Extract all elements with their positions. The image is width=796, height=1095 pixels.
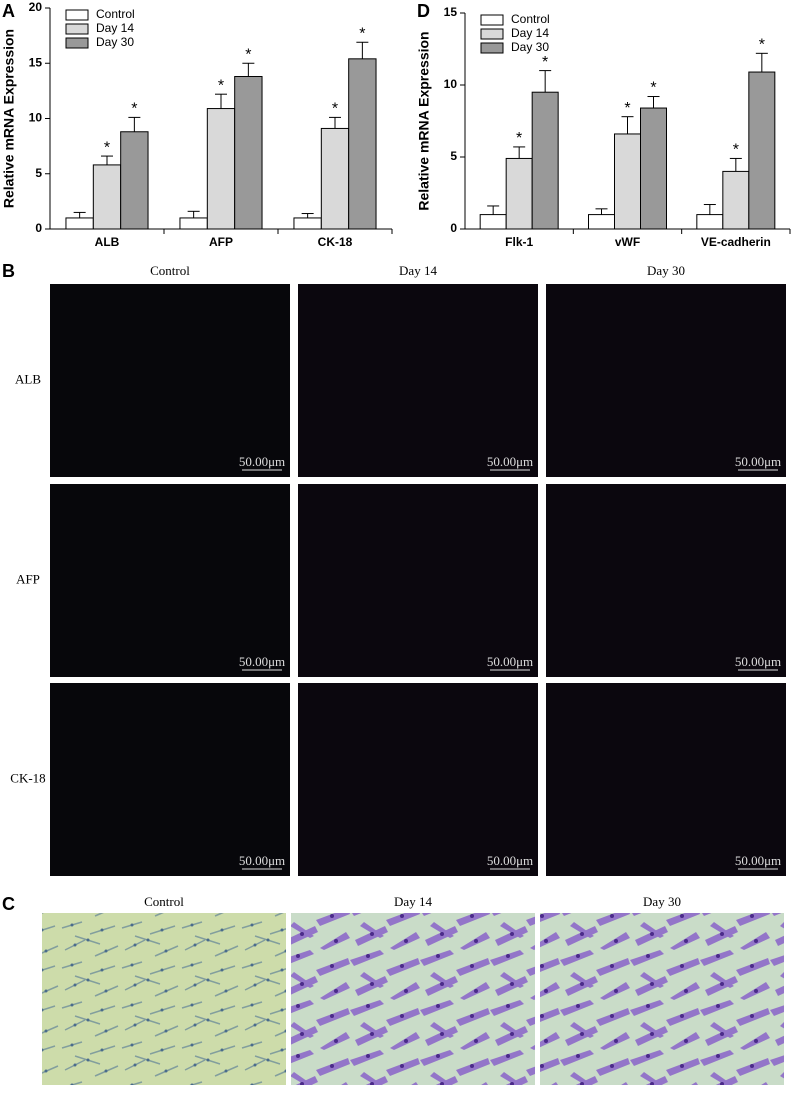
row-label: CK-18	[10, 770, 45, 785]
bar	[120, 131, 149, 230]
panel-label: D	[417, 1, 430, 21]
bar	[505, 157, 533, 230]
legend-label: Day 30	[511, 40, 549, 54]
y-tick-label: 10	[29, 111, 43, 125]
bar	[234, 76, 263, 230]
bar	[614, 133, 641, 230]
significance: *	[245, 46, 251, 63]
legend-label: Control	[96, 7, 135, 21]
legend-swatch	[65, 9, 89, 21]
legend-swatch	[65, 23, 89, 35]
y-tick-label: 15	[444, 5, 458, 19]
bar	[179, 217, 208, 230]
legend-label: Control	[511, 12, 550, 26]
significance: *	[733, 142, 739, 159]
fluorescence-image	[546, 484, 786, 677]
fluorescence-image	[298, 284, 538, 477]
scale-bar-label: 50.00μm	[239, 853, 285, 868]
bar	[588, 214, 615, 230]
y-tick-label: 5	[450, 149, 457, 163]
bar	[479, 214, 507, 230]
x-tick-label: VE-cadherin	[701, 235, 771, 249]
column-label: Day 30	[643, 894, 681, 909]
scale-bar-label: 50.00μm	[239, 454, 285, 469]
legend-swatch	[480, 28, 504, 40]
fluorescence-image	[546, 683, 786, 876]
row-label: ALB	[15, 371, 41, 386]
row-label: AFP	[16, 571, 40, 586]
bar	[531, 91, 559, 230]
column-label: Control	[144, 894, 184, 909]
scale-bar-label: 50.00μm	[735, 853, 781, 868]
panel-label: C	[2, 894, 15, 914]
legend-swatch	[480, 42, 504, 54]
significance: *	[332, 101, 338, 118]
bar	[92, 164, 122, 230]
y-axis-label: Relative mRNA Expression	[1, 29, 17, 208]
fluorescence-image	[50, 683, 290, 876]
bar	[348, 58, 377, 230]
x-tick-label: CK-18	[318, 235, 353, 249]
significance: *	[759, 37, 765, 54]
x-tick-label: Flk-1	[505, 235, 533, 249]
scale-bar-label: 50.00μm	[735, 654, 781, 669]
stained-image	[42, 913, 286, 1085]
legend-swatch	[480, 14, 504, 26]
column-label: Day 14	[394, 894, 432, 909]
legend-label: Day 14	[511, 26, 549, 40]
bar	[722, 170, 750, 230]
y-tick-label: 15	[29, 55, 43, 69]
x-tick-label: AFP	[209, 235, 233, 249]
fluorescence-image	[50, 484, 290, 677]
scale-bar-label: 50.00μm	[487, 454, 533, 469]
legend-label: Day 14	[96, 21, 134, 35]
significance: *	[542, 54, 548, 71]
significance: *	[516, 130, 522, 147]
stained-image	[291, 913, 535, 1085]
bar	[65, 217, 94, 230]
column-label: Day 30	[647, 263, 685, 278]
legend-label: Day 30	[96, 35, 134, 49]
panel-label: A	[2, 1, 15, 21]
y-tick-label: 20	[29, 0, 43, 14]
significance: *	[218, 77, 224, 94]
scale-bar-label: 50.00μm	[487, 654, 533, 669]
scale-bar-label: 50.00μm	[735, 454, 781, 469]
bar	[206, 108, 236, 230]
bar	[293, 217, 322, 230]
x-tick-label: vWF	[615, 235, 640, 249]
fluorescence-image	[298, 683, 538, 876]
scale-bar-label: 50.00μm	[487, 853, 533, 868]
y-tick-label: 0	[450, 221, 457, 235]
x-tick-label: ALB	[95, 235, 120, 249]
significance: *	[359, 25, 365, 42]
column-label: Control	[150, 263, 190, 278]
fluorescence-image	[50, 284, 290, 477]
scale-bar-label: 50.00μm	[239, 654, 285, 669]
column-label: Day 14	[399, 263, 437, 278]
panel-label: B	[2, 261, 15, 281]
bar	[640, 107, 667, 230]
significance: *	[650, 80, 656, 97]
stained-image	[540, 913, 784, 1085]
bar	[320, 127, 350, 230]
fluorescence-image	[546, 284, 786, 477]
fluorescence-image	[298, 484, 538, 677]
y-tick-label: 0	[35, 221, 42, 235]
bar	[748, 71, 776, 230]
significance: *	[104, 139, 110, 156]
y-tick-label: 10	[444, 77, 458, 91]
significance: *	[624, 100, 630, 117]
y-axis-label: Relative mRNA Expression	[416, 31, 432, 210]
significance: *	[131, 101, 137, 118]
y-tick-label: 5	[35, 166, 42, 180]
bar	[696, 214, 724, 230]
legend-swatch	[65, 37, 89, 49]
